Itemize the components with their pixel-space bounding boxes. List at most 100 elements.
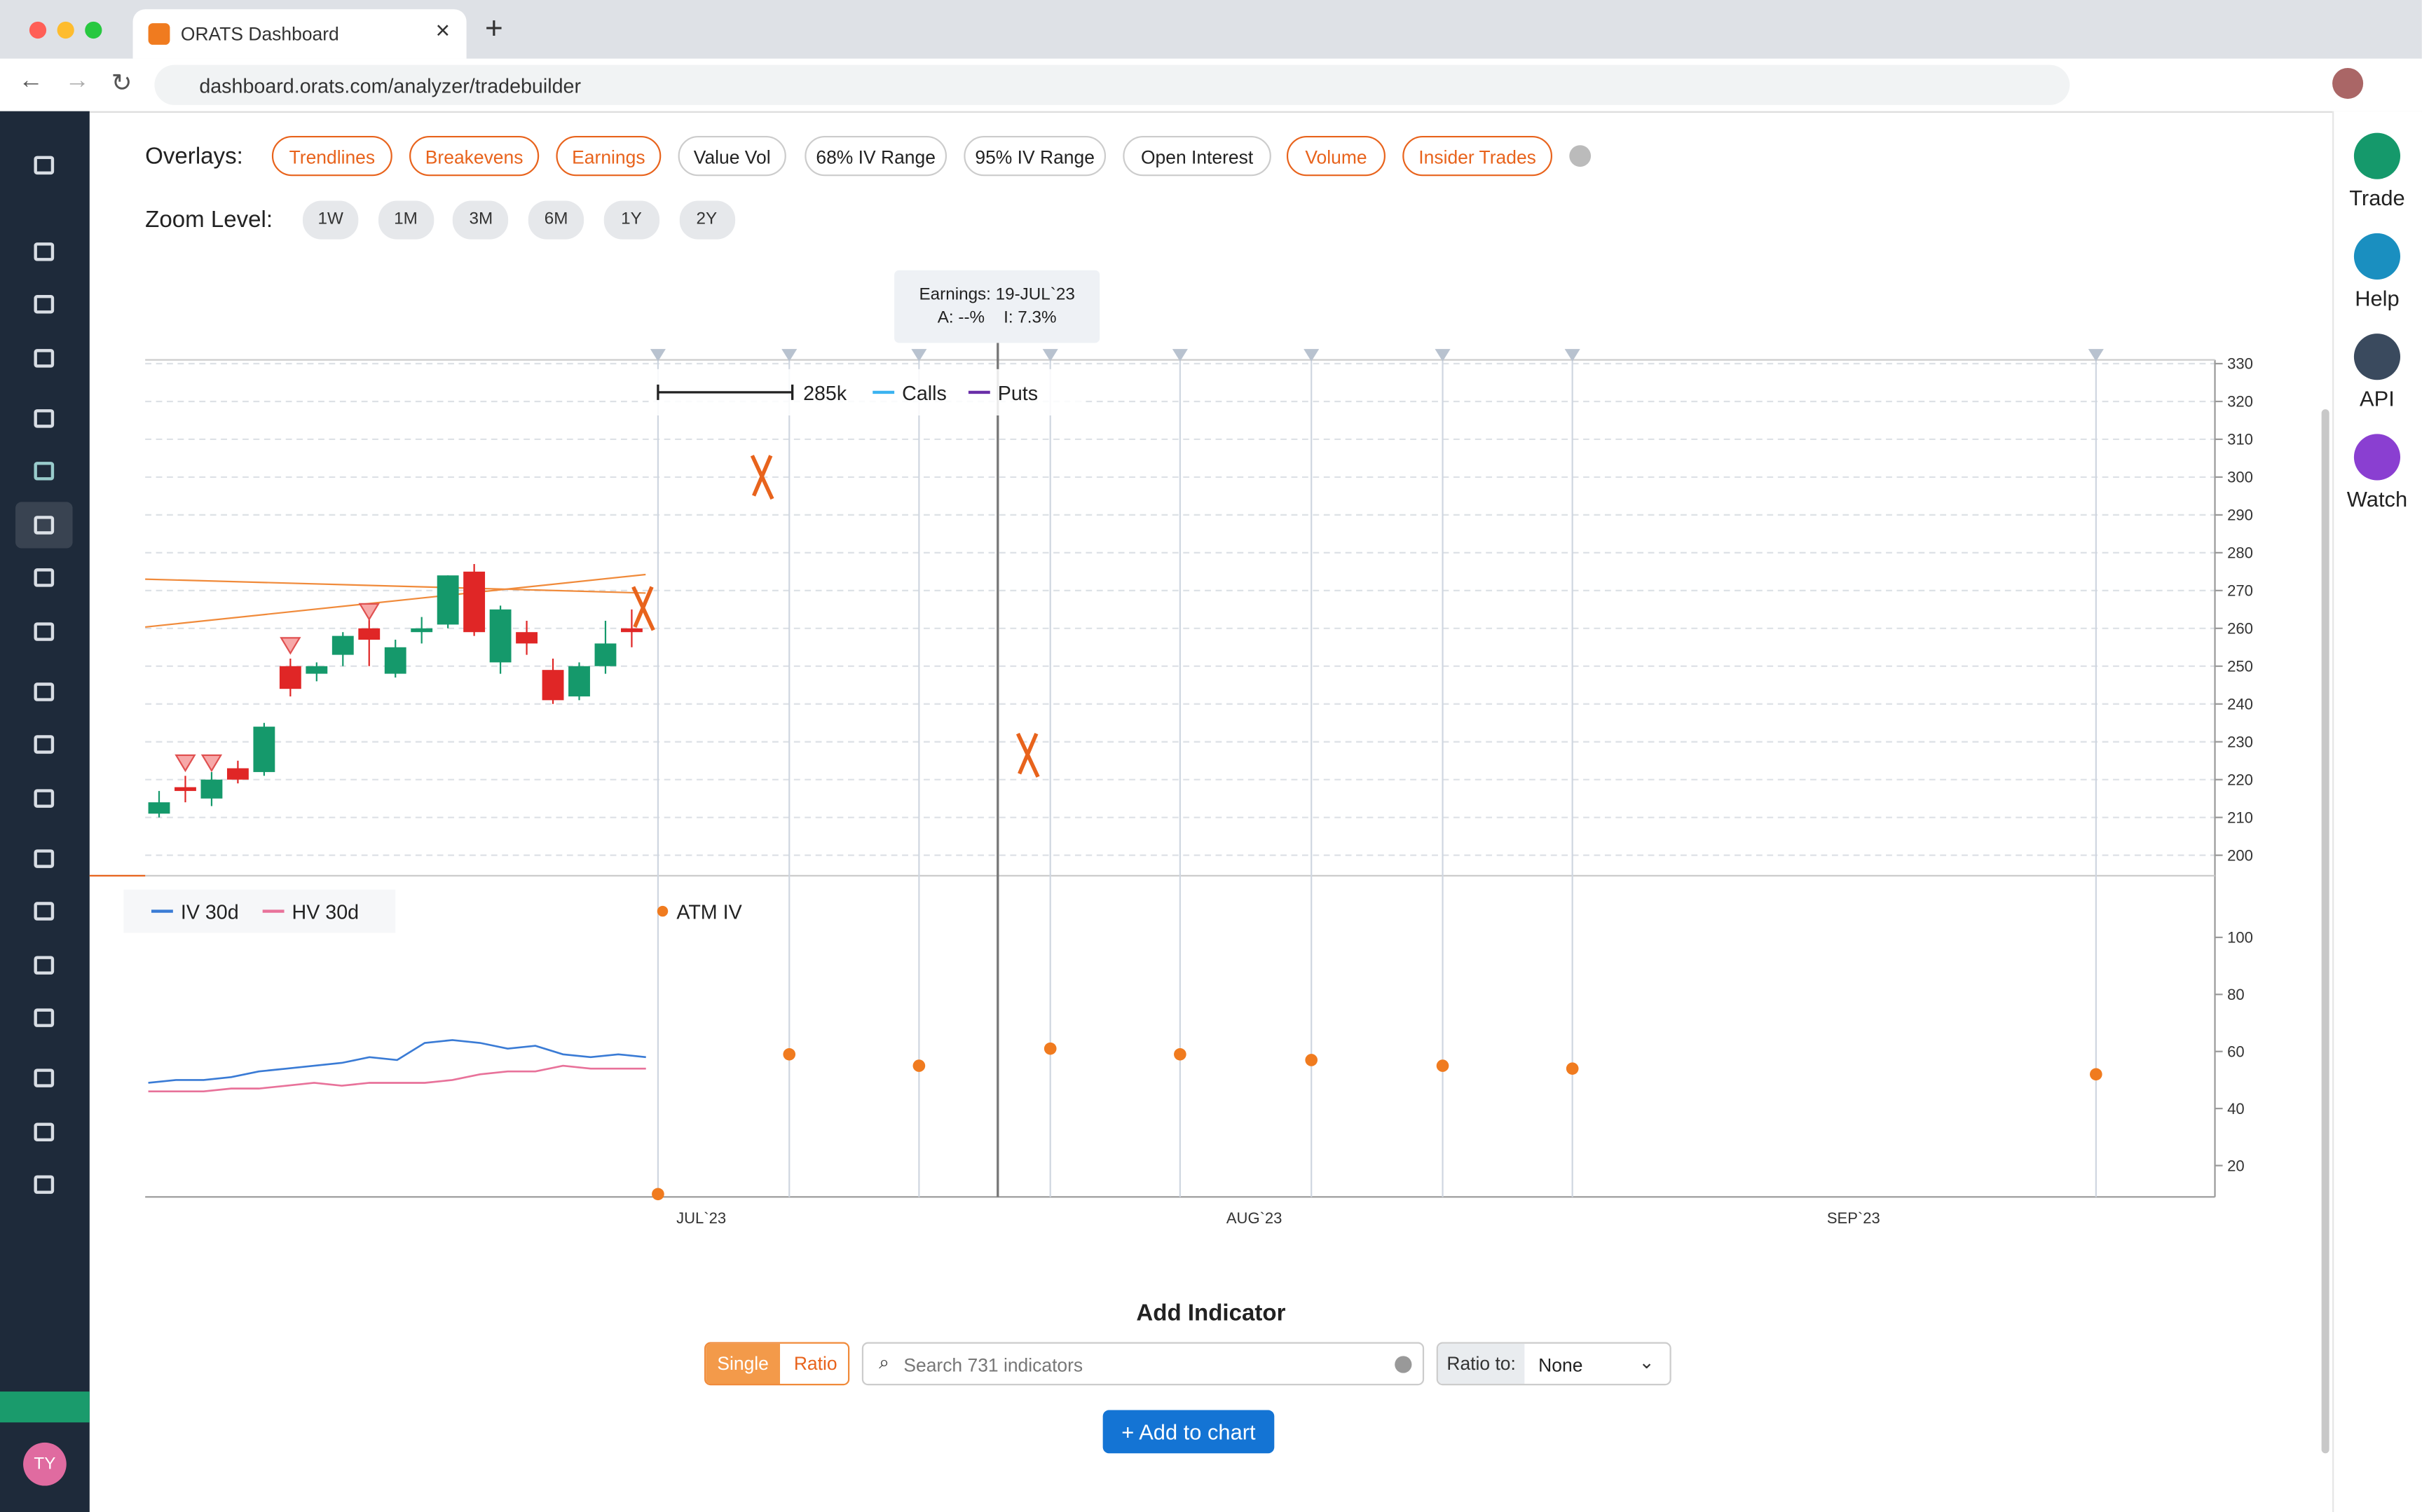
tab[interactable]: ORATS Dashboard × xyxy=(132,9,467,59)
avatar[interactable]: TY xyxy=(23,1442,67,1486)
nav-icon[interactable] xyxy=(34,849,55,868)
panel-icon xyxy=(2353,434,2401,481)
y-tick-label: 260 xyxy=(2227,620,2253,638)
nav-icon[interactable] xyxy=(34,349,55,368)
nav-icon[interactable] xyxy=(34,682,55,701)
zoom-button[interactable]: 2Y xyxy=(678,200,735,240)
right-panel xyxy=(2332,111,2422,1512)
zoom-button[interactable]: 3M xyxy=(453,200,509,240)
y-tick-label: 220 xyxy=(2227,771,2253,788)
tooltip-line: A: --% I: 7.3% xyxy=(894,309,1100,327)
earnings-marker xyxy=(280,637,301,655)
nav-icon[interactable] xyxy=(34,156,55,175)
profile[interactable] xyxy=(2332,67,2364,99)
panel-label: Help xyxy=(2355,285,2400,311)
trendline xyxy=(145,573,646,628)
nav-icon[interactable] xyxy=(34,1175,55,1194)
url-box[interactable]: dashboard.orats.com/analyzer/tradebuilde… xyxy=(154,64,2070,105)
nav-icon[interactable] xyxy=(34,1068,55,1087)
close-dot[interactable] xyxy=(29,21,47,39)
candle-body xyxy=(384,647,406,674)
chart: 200 210 220 230 240 250 260 270 280 290 300 310 320 3… xyxy=(89,343,2253,1227)
zoom-button[interactable]: 6M xyxy=(528,200,584,240)
overlay-button[interactable]: Volume xyxy=(1286,135,1386,177)
overlay-button[interactable]: Trendlines xyxy=(271,135,392,177)
nav-icon[interactable] xyxy=(34,902,55,921)
clear-icon[interactable] xyxy=(1395,1356,1412,1373)
candle-body xyxy=(594,643,617,666)
scale-bar xyxy=(657,384,794,400)
scrollbar xyxy=(2321,409,2329,1454)
nav-icon[interactable] xyxy=(34,735,55,754)
panel-button[interactable]: Help xyxy=(2332,233,2422,310)
legend-label: HV 30d xyxy=(292,902,360,924)
help-icon[interactable] xyxy=(1569,145,1592,167)
nav-icon[interactable] xyxy=(34,956,55,975)
overlay-button[interactable]: Open Interest xyxy=(1123,135,1271,177)
panel-label: Watch xyxy=(2346,486,2408,511)
candle-body xyxy=(175,787,196,791)
forward[interactable]: → xyxy=(64,67,90,95)
nav-icon[interactable] xyxy=(34,409,55,428)
min-dot[interactable] xyxy=(57,21,74,39)
tab-close[interactable]: × xyxy=(435,18,451,45)
legend-label: ATM IV xyxy=(676,902,741,924)
panel-button[interactable]: Trade xyxy=(2332,132,2422,210)
mode-toggle: Single Ratio xyxy=(704,1342,850,1386)
nav-icon[interactable] xyxy=(34,295,55,314)
overlay-button[interactable]: Breakevens xyxy=(409,135,540,177)
panel-button[interactable]: API xyxy=(2332,334,2422,411)
favicon xyxy=(148,23,170,45)
nav-icon[interactable] xyxy=(34,242,55,261)
zoom-button[interactable]: 1M xyxy=(378,200,434,240)
ratio-select[interactable]: Ratio to: None ⌄ xyxy=(1436,1342,1671,1386)
nav-icon[interactable] xyxy=(34,1122,55,1141)
nav-icon[interactable] xyxy=(34,1008,55,1027)
chevron: ⌄ xyxy=(1638,1351,1655,1373)
nav-icon[interactable] xyxy=(34,789,55,808)
candle-body xyxy=(279,666,301,689)
overlay-button[interactable]: 68% IV Range xyxy=(805,135,947,177)
candle-body xyxy=(331,635,354,655)
candle-body xyxy=(542,670,564,701)
zoom-button[interactable]: 1Y xyxy=(603,200,659,240)
overlay-button[interactable]: 95% IV Range xyxy=(964,135,1107,177)
candle-body xyxy=(253,727,275,772)
overlay-button[interactable]: Earnings xyxy=(556,135,662,177)
panel-icon xyxy=(2353,132,2401,179)
x-tick-label: JUL`23 xyxy=(676,1209,726,1227)
candle-body xyxy=(463,571,486,633)
nav-icon[interactable] xyxy=(34,516,55,535)
search-placeholder: Search 731 indicators xyxy=(903,1354,1083,1377)
expiry-marker xyxy=(781,349,798,362)
max-dot[interactable] xyxy=(85,21,102,39)
y-tick-label: 40 xyxy=(2227,1100,2245,1118)
y-tick-label: 20 xyxy=(2227,1157,2245,1174)
back[interactable]: ← xyxy=(18,67,43,95)
nav-icon[interactable] xyxy=(34,462,55,481)
y-tick-label: 230 xyxy=(2227,733,2253,750)
overlay-button[interactable]: Insider Trades xyxy=(1402,135,1553,177)
new-tab[interactable]: + xyxy=(485,12,503,47)
panel-button[interactable]: Watch xyxy=(2332,434,2422,511)
legend-label: IV 30d xyxy=(181,902,239,924)
y-tick-label: 270 xyxy=(2227,582,2253,600)
add-button[interactable]: + Add to chart xyxy=(1102,1410,1275,1454)
reload[interactable]: ↻ xyxy=(111,71,132,97)
y-tick-label: 200 xyxy=(2227,846,2253,864)
nav-icon[interactable] xyxy=(34,622,55,641)
mode-single[interactable]: Single xyxy=(706,1343,781,1384)
nav-icon[interactable] xyxy=(34,568,55,587)
search-box[interactable]: ⌕ Search 731 indicators xyxy=(861,1342,1425,1386)
legend-label: Puts xyxy=(998,383,1038,405)
breakeven-x xyxy=(750,455,774,500)
mode-ratio[interactable]: Ratio xyxy=(793,1352,837,1375)
zoom-button[interactable]: 1W xyxy=(302,200,359,240)
candle-body xyxy=(148,802,170,814)
ratio-value: None xyxy=(1538,1354,1583,1377)
link-bar[interactable] xyxy=(0,1391,90,1423)
overlay-button[interactable]: Value Vol xyxy=(678,135,786,177)
sidebar xyxy=(0,111,90,1512)
